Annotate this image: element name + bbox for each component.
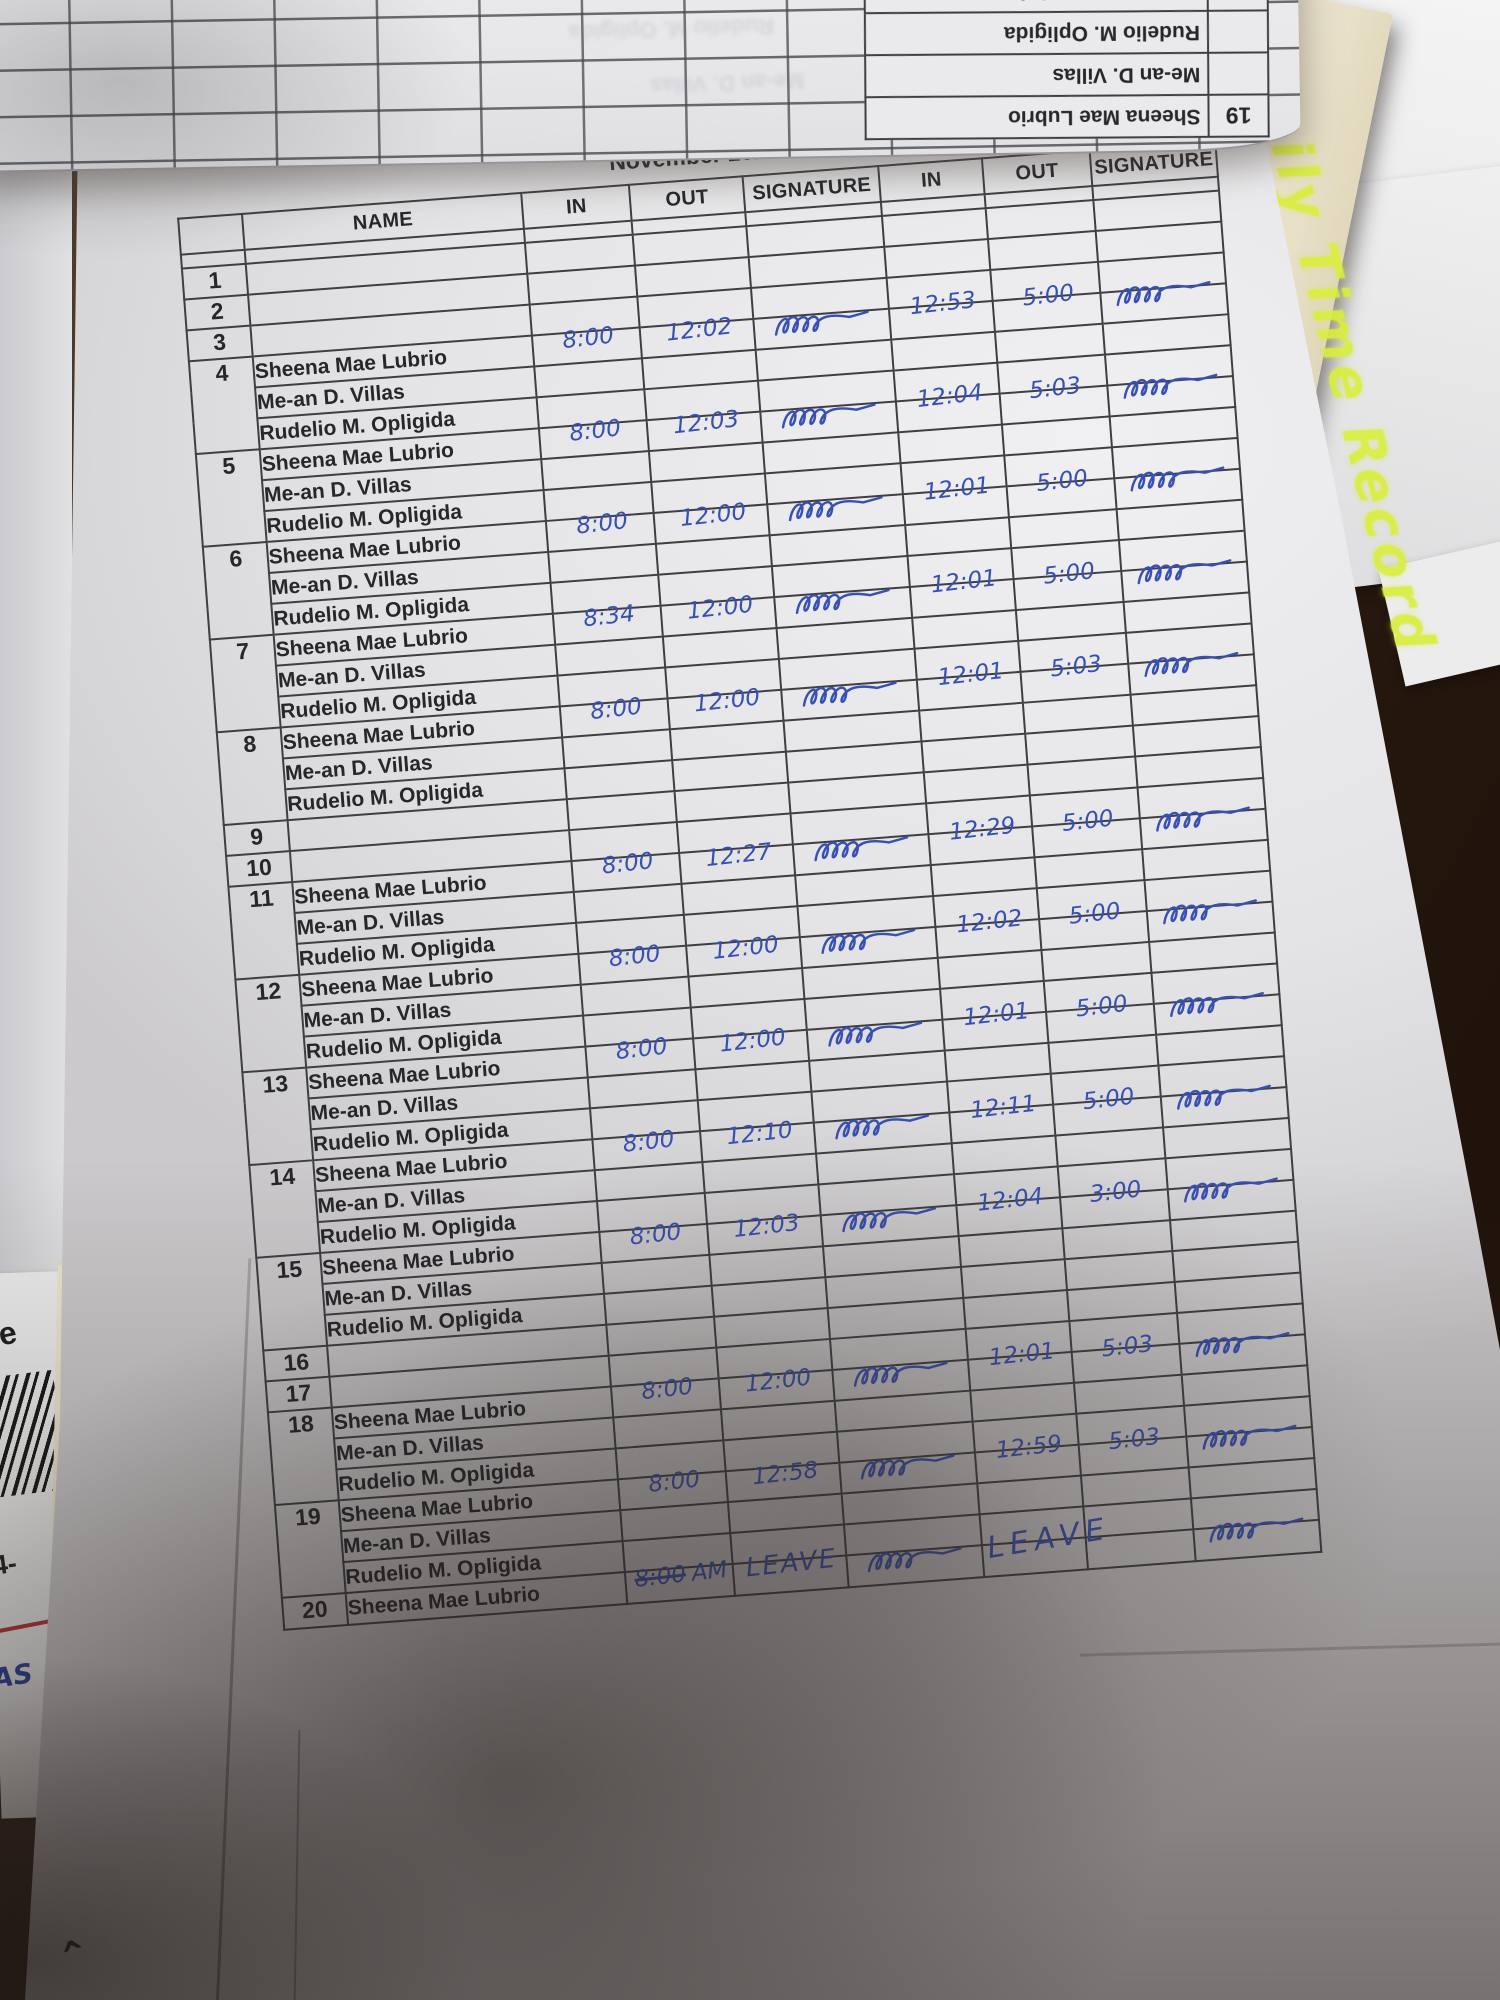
signature-scribble — [1144, 651, 1239, 677]
signature-scribble — [1130, 465, 1225, 492]
day-number-cell: 11 — [228, 882, 300, 980]
flipped-day-number — [1206, 11, 1268, 52]
day-number-cell: 3 — [186, 325, 253, 362]
flipped-name-row: Rudelio M. Opligida — [863, 11, 1270, 57]
signature-scribble — [842, 1206, 937, 1232]
strikethrough-time: 8:00 — [633, 1561, 688, 1593]
signature-scribble — [821, 928, 916, 954]
flipped-employee-name: Rudelio M. Opligida — [1003, 20, 1201, 46]
handwritten-time: 5:00 — [1035, 464, 1090, 497]
signature-scribble — [1137, 558, 1232, 584]
handwritten-time: 3:00 — [1088, 1175, 1143, 1208]
flipped-name-column: 19 Sheena Mae Lubrio Me-an D. Villas Rudeli… — [863, 0, 1270, 141]
handwritten-time: 5:00 — [1081, 1083, 1136, 1115]
day-number-cell: 8 — [216, 727, 288, 826]
signature-scribble — [1163, 898, 1257, 924]
time-in-cell: 8:00 AM — [624, 1557, 735, 1604]
flipped-employee-name: Me-an D. Villas — [1052, 62, 1201, 87]
signature-scribble — [1184, 1176, 1278, 1203]
handwritten-time: 8:00 — [621, 1125, 676, 1158]
signature-scribble — [860, 1453, 955, 1480]
day-number-cell: 5 — [195, 449, 267, 547]
ghost-text: Me-an D. Villas — [649, 68, 805, 99]
handwritten-time: 8:00 — [568, 414, 623, 447]
flipped-employee-name: Sheena Mae Lubrio — [1007, 104, 1201, 130]
handwritten-time: 5:00 — [1042, 557, 1097, 590]
scrap-letter: e — [0, 1313, 20, 1353]
day-number-cell: 12 — [235, 974, 307, 1073]
time-in-pm-cell: LEAVE — [981, 1511, 1113, 1578]
signature-scribble — [774, 310, 869, 336]
dtr-sheet: DAILY TIME RECORD November 2024 NAMEINOU… — [172, 72, 1322, 1631]
signature-scribble — [835, 1113, 930, 1140]
day-number-cell: 6 — [202, 542, 274, 640]
handwritten-time: 5:00 — [1060, 804, 1115, 837]
signature-scribble — [1170, 991, 1264, 1017]
handwritten-time: 8:34 — [582, 600, 637, 632]
handwritten-time: 8:00 — [640, 1373, 695, 1405]
signature-scribble — [1209, 1517, 1304, 1543]
day-number-cell: 4 — [188, 356, 260, 455]
handwritten-time: 5:03 — [1049, 650, 1104, 682]
handwritten-time: 8:00 — [561, 322, 616, 354]
signature-scribble — [867, 1547, 962, 1573]
day-number-cell: 17 — [265, 1376, 332, 1413]
signature-scribble — [795, 588, 890, 614]
signature-scribble — [1156, 805, 1250, 832]
flipped-day-number — [1206, 0, 1267, 10]
signature-scribble — [814, 835, 909, 861]
day-number-cell: 7 — [209, 634, 281, 733]
day-number-cell: 13 — [242, 1067, 314, 1166]
day-number-cell: 9 — [223, 820, 290, 856]
day-number-cell: 18 — [267, 1407, 339, 1506]
handwritten-time: 8:00 — [628, 1218, 683, 1251]
signature-scribble — [781, 402, 876, 429]
handwritten-time: 8:00 — [589, 693, 644, 725]
column-header — [178, 213, 245, 255]
flipped-day-number: 19 — [1207, 95, 1268, 136]
day-number-cell: 20 — [281, 1593, 349, 1630]
flipped-page: Rudelio M. Opligida Me-an D. Villas 19 Sh… — [0, 0, 1301, 173]
signature-scribble — [853, 1361, 948, 1387]
signature-scribble — [1177, 1084, 1271, 1110]
handwritten-time: 5:00 — [1067, 897, 1122, 930]
day-number-cell: 1 — [181, 263, 249, 300]
day-number-cell: 2 — [184, 294, 251, 331]
signature-scribble — [1202, 1424, 1297, 1450]
handwritten-time: 8:00 — [647, 1465, 702, 1498]
handwritten-time: 8:00 — [575, 507, 630, 540]
handwritten-time: 5:03 — [1028, 372, 1083, 404]
handwritten-time: 5:00 — [1021, 279, 1076, 311]
scrap-number: 4- — [0, 1547, 19, 1581]
day-number-cell: 16 — [263, 1345, 330, 1382]
signature-scribble — [1116, 280, 1211, 306]
paper-stack-edge — [0, 120, 72, 1290]
signature-scribble — [828, 1021, 923, 1047]
signature-scribble — [802, 681, 897, 707]
day-number-cell: 10 — [226, 851, 293, 887]
flipped-name-row: 19 Sheena Mae Lubrio — [864, 95, 1270, 141]
handwritten-time: 8:00 — [600, 847, 655, 880]
flipped-employee-name: Sheena Mae Lubrio — [866, 0, 1207, 12]
day-number-cell: 15 — [256, 1252, 328, 1351]
time-record-table: NAME IN OUT SIGNATURE IN OUT SIGNATURE 1 2 3 4 Shee… — [177, 140, 1322, 1631]
handwritten-time: 5:00 — [1074, 990, 1129, 1022]
signature-scribble — [1195, 1331, 1290, 1357]
handwritten-time: 5:03 — [1100, 1330, 1155, 1362]
handwritten-time: 8:00 — [607, 940, 662, 972]
flipped-name-row: Me-an D. Villas — [864, 53, 1270, 99]
day-number-cell: 19 — [274, 1500, 346, 1598]
flipped-day-number — [1207, 53, 1268, 94]
day-number-cell: 14 — [249, 1160, 321, 1258]
handwritten-time: 5:03 — [1107, 1423, 1162, 1455]
handwritten-time: 8:00 — [614, 1033, 669, 1065]
signature-scribble — [1123, 373, 1218, 399]
scrap-blue-text: AS — [0, 1658, 36, 1696]
signature-scribble — [788, 495, 883, 521]
